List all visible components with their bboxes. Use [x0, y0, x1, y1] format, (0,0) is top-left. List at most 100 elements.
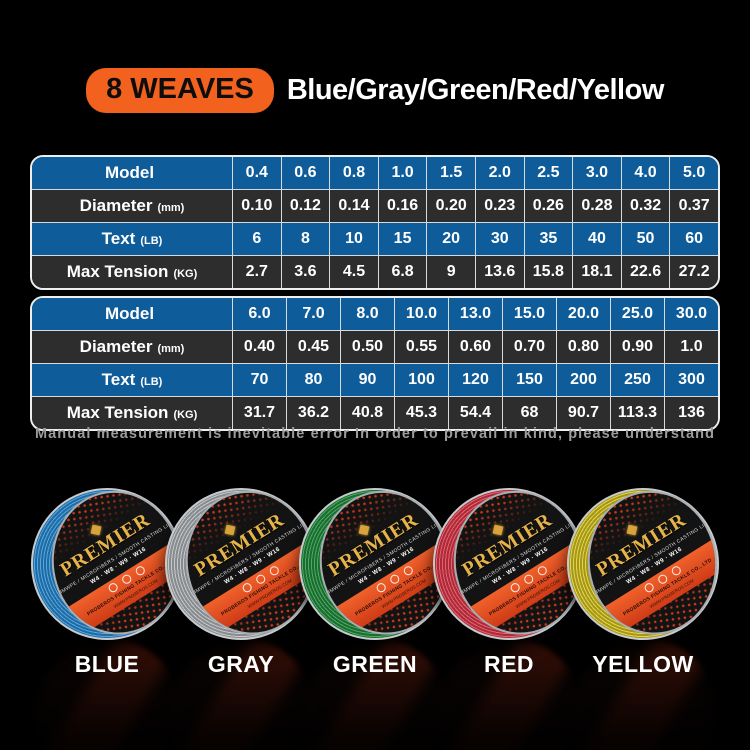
row-values: 0.10 0.12 0.14 0.16 0.20 0.23 0.26 0.28 0.32 0.37	[232, 190, 718, 222]
spec-cell: 4.5	[329, 256, 378, 288]
spec-cell: 15	[377, 223, 427, 255]
row-label: Model	[32, 157, 232, 189]
spool-label-face: PREMIER U-HMWPE / MICROFIBERS / SMOOTH C…	[578, 482, 727, 643]
spec-cell: 0.14	[329, 190, 378, 222]
spec-cell: 120	[448, 364, 502, 396]
spec-cell: 22.6	[620, 256, 670, 288]
spec-cell: 60	[669, 223, 718, 255]
row-unit-text: (LB)	[140, 234, 163, 247]
row-values: 31.7 36.2 40.8 45.3 54.4 68 90.7 113.3 136	[232, 397, 718, 429]
spec-cell: 68	[502, 397, 556, 429]
spec-cell: 15.8	[523, 256, 573, 288]
spec-cell: 1.0	[664, 331, 718, 363]
table-row-diameter: Diameter (mm) 0.10 0.12 0.14 0.16 0.20 0.23 0.…	[32, 189, 718, 222]
spec-cell: 2.5	[523, 157, 573, 189]
row-label: Diameter (mm)	[32, 190, 232, 222]
table-row-diameter: Diameter (mm) 0.40 0.45 0.50 0.55 0.60 0.70 0.…	[32, 330, 718, 363]
header: 8 WEAVES Blue/Gray/Green/Red/Yellow	[0, 68, 750, 113]
row-values: 6 8 10 15 20 30 35 40 50 60	[232, 223, 718, 255]
spec-cell: 0.45	[286, 331, 340, 363]
row-label-text: Max Tension	[66, 403, 169, 422]
spec-cell: 0.55	[394, 331, 448, 363]
spec-cell: 0.8	[329, 157, 378, 189]
spec-cell: 0.10	[232, 190, 281, 222]
spec-cell: 150	[502, 364, 556, 396]
table-row-model: Model 6.0 7.0 8.0 10.0 13.0 15.0 20.0 25.0 30.0	[32, 298, 718, 330]
spec-cell: 0.80	[556, 331, 610, 363]
weaves-badge: 8 WEAVES	[86, 68, 274, 113]
color-name-label: GRAY	[207, 651, 275, 677]
row-values: 0.4 0.6 0.8 1.0 1.5 2.0 2.5 3.0 4.0 5.0	[232, 157, 718, 189]
spec-cell: 0.32	[620, 190, 670, 222]
spool-green: PREMIER U-HMWPE / MICROFIBERS / SMOOTH C…	[289, 478, 461, 750]
measurement-disclaimer: Manual measurement is inevitable error I…	[34, 426, 716, 442]
color-name-label: BLUE	[74, 651, 140, 677]
spec-cell: 1.0	[377, 157, 427, 189]
table-row-text-lb: Text (LB) 70 80 90 100 120 150 200 250 300	[32, 363, 718, 396]
spool-image: PREMIER U-HMWPE / MICROFIBERS / SMOOTH C…	[557, 478, 729, 650]
spec-cell: 80	[286, 364, 340, 396]
row-unit-text: (LB)	[140, 375, 163, 388]
spec-cell: 13.6	[474, 256, 524, 288]
row-label-text: Model	[104, 304, 155, 323]
color-list-title: Blue/Gray/Green/Red/Yellow	[286, 74, 665, 106]
row-label: Text (LB)	[32, 364, 232, 396]
spools-row: PREMIER U-HMWPE / MICROFIBERS / SMOOTH C…	[0, 478, 750, 750]
spec-cell: 8	[280, 223, 330, 255]
row-label: Max Tension (KG)	[32, 256, 232, 288]
spec-cell: 0.26	[523, 190, 573, 222]
spec-cell: 2.7	[232, 256, 281, 288]
spec-cell: 0.6	[280, 157, 330, 189]
spec-table-1: Model 0.4 0.6 0.8 1.0 1.5 2.0 2.5 3.0 4.0 5.0 Dia…	[30, 155, 720, 290]
spec-cell: 300	[664, 364, 718, 396]
spec-cell: 0.50	[340, 331, 394, 363]
row-values: 70 80 90 100 120 150 200 250 300	[232, 364, 718, 396]
spec-cell: 0.12	[280, 190, 330, 222]
row-label-text: Model	[104, 163, 155, 182]
spec-cell: 200	[556, 364, 610, 396]
spec-cell: 54.4	[448, 397, 502, 429]
spec-cell: 25.0	[610, 298, 664, 330]
spec-cell: 0.37	[669, 190, 718, 222]
spec-cell: 36.2	[286, 397, 340, 429]
row-label: Max Tension (KG)	[32, 397, 232, 429]
spec-cell: 113.3	[610, 397, 664, 429]
color-name-label: RED	[483, 651, 535, 677]
spec-cell: 18.1	[572, 256, 621, 288]
spec-cell: 3.6	[280, 256, 330, 288]
spec-cell: 0.70	[502, 331, 556, 363]
row-label-text: Max Tension	[66, 262, 169, 281]
spec-cell: 10.0	[394, 298, 448, 330]
spec-cell: 6.0	[232, 298, 286, 330]
spec-cell: 50	[620, 223, 670, 255]
spec-cell: 40	[572, 223, 621, 255]
row-unit-text: (mm)	[157, 201, 185, 214]
spec-cell: 0.16	[377, 190, 427, 222]
spec-cell: 15.0	[502, 298, 556, 330]
spec-cell: 136	[664, 397, 718, 429]
spec-cell: 9	[426, 256, 475, 288]
spec-cell: 13.0	[448, 298, 502, 330]
row-label-text: Text	[101, 370, 136, 389]
spec-cell: 27.2	[669, 256, 718, 288]
spec-cell: 30	[474, 223, 524, 255]
row-values: 6.0 7.0 8.0 10.0 13.0 15.0 20.0 25.0 30.0	[232, 298, 718, 330]
spec-cell: 5.0	[669, 157, 718, 189]
spec-cell: 31.7	[232, 397, 286, 429]
row-values: 2.7 3.6 4.5 6.8 9 13.6 15.8 18.1 22.6 27.2	[232, 256, 718, 288]
table-row-max-tension: Max Tension (KG) 2.7 3.6 4.5 6.8 9 13.6 15.8 18…	[32, 255, 718, 288]
spec-cell: 3.0	[572, 157, 621, 189]
row-label: Model	[32, 298, 232, 330]
row-label-text: Text	[101, 229, 136, 248]
row-unit-text: (KG)	[173, 408, 198, 421]
spec-cell: 0.60	[448, 331, 502, 363]
row-unit-text: (KG)	[173, 267, 198, 280]
spec-cell: 2.0	[474, 157, 524, 189]
spec-cell: 90	[340, 364, 394, 396]
spec-table-2: Model 6.0 7.0 8.0 10.0 13.0 15.0 20.0 25.0 30.0 …	[30, 296, 720, 431]
spec-cell: 30.0	[664, 298, 718, 330]
row-label-text: Diameter	[79, 337, 153, 356]
spec-cell: 6	[232, 223, 281, 255]
table-row-max-tension: Max Tension (KG) 31.7 36.2 40.8 45.3 54.4 68 9…	[32, 396, 718, 429]
